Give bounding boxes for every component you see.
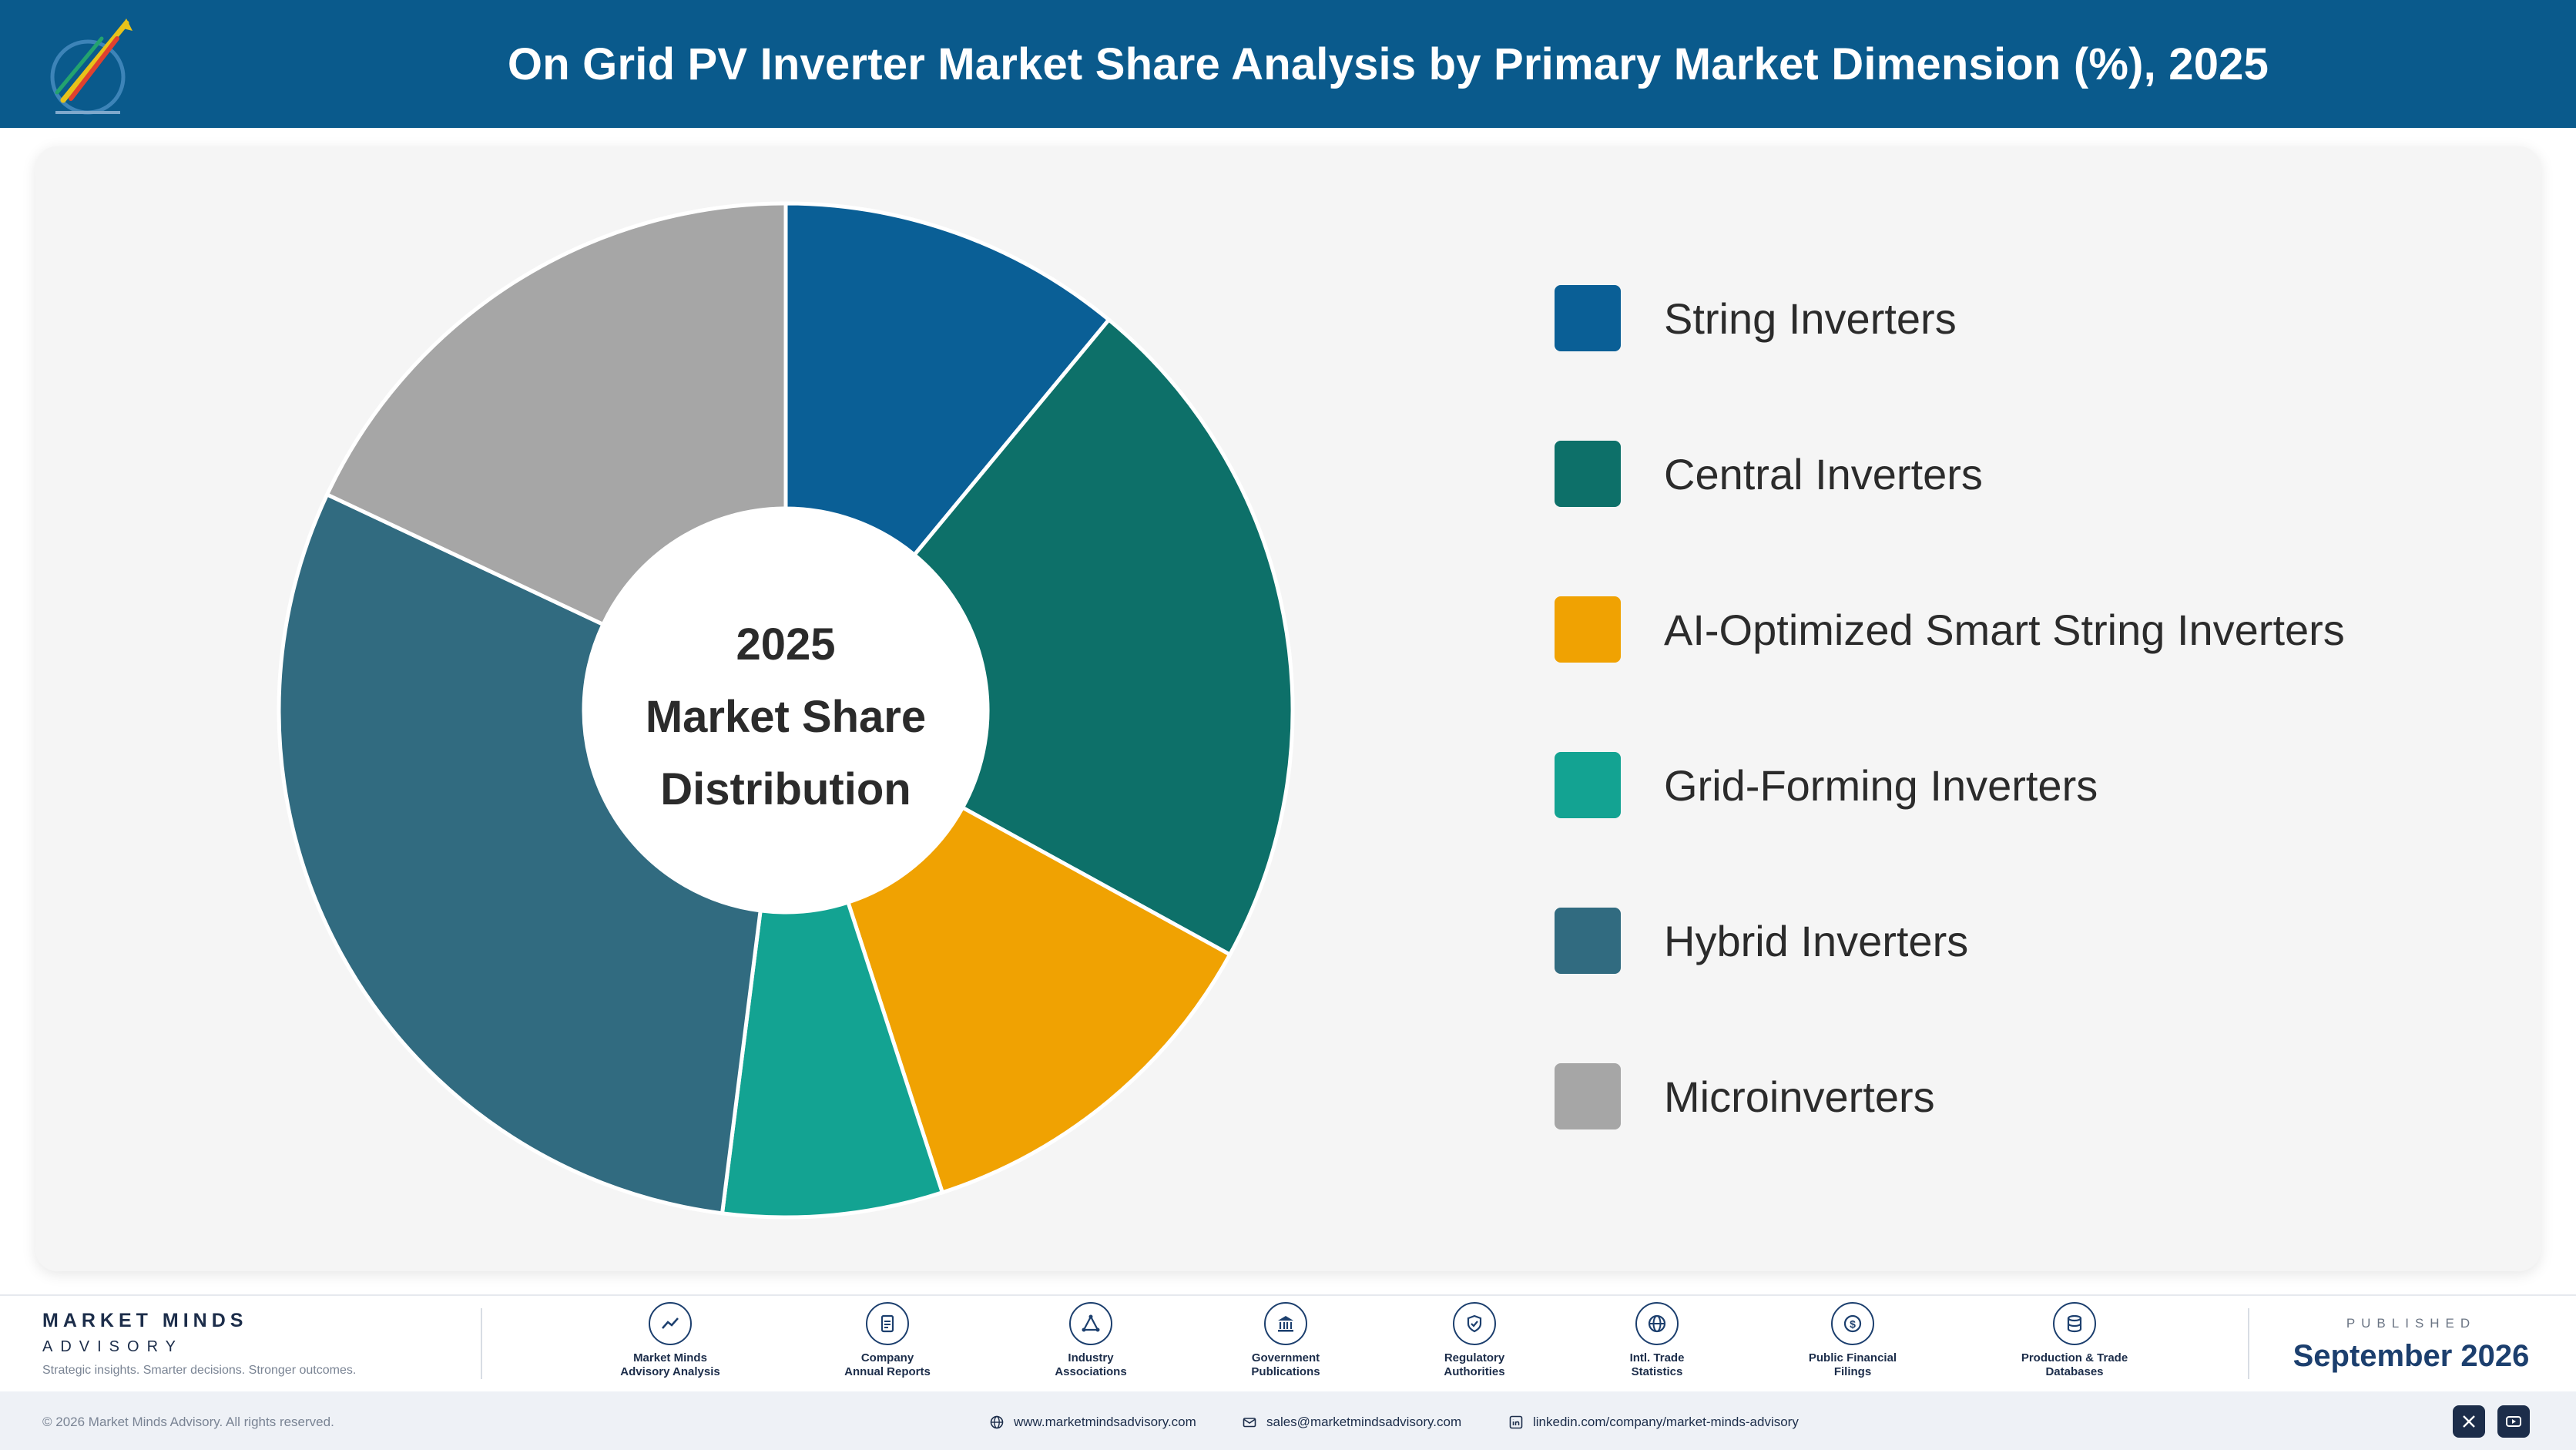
center-label-line-3: Distribution <box>660 764 911 814</box>
footer-divider <box>2248 1308 2249 1379</box>
source-trade-statistics[interactable]: Intl. Trade Statistics <box>1565 1302 1749 1379</box>
published-date: September 2026 <box>2293 1339 2530 1373</box>
source-financial-filings[interactable]: $ Public Financial Filings <box>1760 1302 1945 1379</box>
x-social-button[interactable] <box>2453 1405 2485 1438</box>
published-block: PUBLISHED September 2026 <box>2265 1316 2558 1374</box>
header-bar: On Grid PV Inverter Market Share Analysi… <box>0 0 2576 128</box>
legend-item-grid-forming-inverters[interactable]: Grid-Forming Inverters <box>1555 752 2510 818</box>
youtube-social-button[interactable] <box>2497 1405 2530 1438</box>
source-label: Government Publications <box>1251 1351 1320 1378</box>
website-link[interactable]: www.marketmindsadvisory.com <box>989 1415 1196 1430</box>
center-label-line-2: Market Share <box>645 692 927 742</box>
source-label: Public Financial Filings <box>1808 1351 1897 1378</box>
company-logo <box>50 18 132 115</box>
source-government-publications[interactable]: Government Publications <box>1193 1302 1378 1379</box>
database-icon <box>2053 1302 2096 1345</box>
footer-divider <box>481 1308 482 1379</box>
legend-swatch <box>1555 908 1621 974</box>
source-label: Market Minds Advisory Analysis <box>620 1351 720 1378</box>
source-label: Production & Trade Databases <box>2021 1351 2128 1378</box>
website-text: www.marketmindsadvisory.com <box>1014 1415 1196 1429</box>
shield-check-icon <box>1453 1302 1496 1345</box>
legend-label: Central Inverters <box>1664 449 1983 498</box>
pie-slice-string-inverters[interactable] <box>783 201 1112 558</box>
source-industry-associations[interactable]: Industry Associations <box>998 1302 1183 1379</box>
center-label-line-1: 2025 <box>736 619 836 670</box>
legend-item-microinverters[interactable]: Microinverters <box>1555 1063 2510 1129</box>
trend-chart-icon <box>649 1302 692 1345</box>
mail-icon <box>1243 1418 1256 1428</box>
donut-hole <box>584 509 988 912</box>
legend-item-string-inverters[interactable]: String Inverters <box>1555 285 2510 351</box>
document-icon <box>866 1302 909 1345</box>
legend-swatch <box>1555 1063 1621 1129</box>
brand-tagline: Strategic insights. Smarter decisions. S… <box>42 1364 357 1377</box>
government-building-icon <box>1264 1302 1307 1345</box>
email-text: sales@marketmindsadvisory.com <box>1266 1415 1462 1429</box>
legend-label: AI-Optimized Smart String Inverters <box>1664 605 2345 654</box>
footer-brand: MARKET MINDS ADVISORY Strategic insights… <box>42 1310 356 1378</box>
published-label: PUBLISHED <box>2346 1316 2477 1331</box>
legend-label: Hybrid Inverters <box>1664 916 1969 965</box>
legend-swatch <box>1555 441 1621 507</box>
legend-swatch <box>1555 752 1621 818</box>
source-label: Regulatory Authorities <box>1444 1351 1505 1378</box>
legend-item-ai-optimized-smart-string-inverters[interactable]: AI-Optimized Smart String Inverters <box>1555 596 2510 663</box>
legend-swatch <box>1555 596 1621 663</box>
pie-chart <box>279 201 1293 1217</box>
legend-item-central-inverters[interactable]: Central Inverters <box>1555 441 2510 507</box>
globe-icon <box>1635 1302 1679 1345</box>
chart-legend: String Inverters Central Inverters AI-Op… <box>1555 285 2510 1219</box>
brand-name: MARKET MINDS <box>42 1310 248 1331</box>
x-icon <box>2463 1415 2475 1428</box>
legend-label: Microinverters <box>1664 1072 1935 1121</box>
dollar-coin-icon: $ <box>1831 1302 1874 1345</box>
donut-center-label: 2025 Market Share Distribution <box>585 609 986 826</box>
source-company-reports[interactable]: Company Annual Reports <box>795 1302 980 1379</box>
legend-label: Grid-Forming Inverters <box>1664 760 2098 810</box>
source-label: Company Annual Reports <box>844 1351 931 1378</box>
data-sources: Market Minds Advisory Analysis Company Ann… <box>0 1302 2576 1387</box>
svg-text:$: $ <box>1850 1318 1856 1331</box>
globe-icon <box>990 1415 1004 1429</box>
source-label: Intl. Trade Statistics <box>1629 1351 1685 1378</box>
footer-contact-bar: © 2026 Market Minds Advisory. All rights… <box>0 1391 2576 1450</box>
source-market-minds-analysis[interactable]: Market Minds Advisory Analysis <box>578 1302 763 1379</box>
page-title: On Grid PV Inverter Market Share Analysi… <box>507 39 2269 89</box>
legend-label: String Inverters <box>1664 294 1957 343</box>
legend-item-hybrid-inverters[interactable]: Hybrid Inverters <box>1555 908 2510 974</box>
network-icon <box>1069 1302 1112 1345</box>
youtube-icon <box>2506 1416 2521 1427</box>
source-label: Industry Associations <box>1055 1351 1127 1378</box>
linkedin-link[interactable]: linkedin.com/company/market-minds-adviso… <box>1508 1415 1799 1430</box>
source-regulatory-authorities[interactable]: Regulatory Authorities <box>1382 1302 1567 1379</box>
legend-swatch <box>1555 285 1621 351</box>
linkedin-text: linkedin.com/company/market-minds-adviso… <box>1533 1415 1799 1429</box>
email-link[interactable]: sales@marketmindsadvisory.com <box>1242 1415 1461 1430</box>
brand-subtitle: ADVISORY <box>42 1338 183 1355</box>
copyright-text: © 2026 Market Minds Advisory. All rights… <box>42 1415 334 1429</box>
linkedin-icon <box>1509 1415 1523 1429</box>
source-trade-databases[interactable]: Production & Trade Databases <box>1982 1302 2167 1379</box>
